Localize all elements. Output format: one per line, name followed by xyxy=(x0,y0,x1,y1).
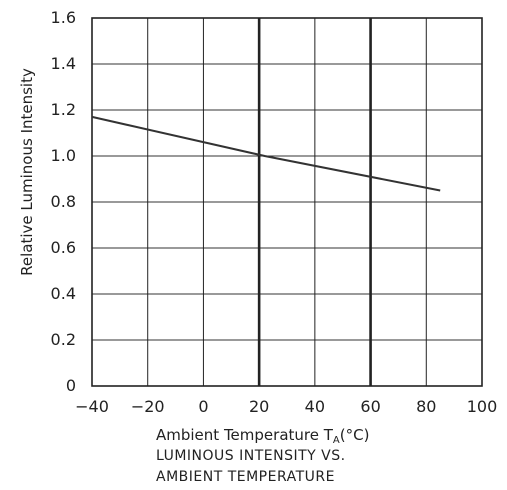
y-tick-label: 0.4 xyxy=(51,284,76,303)
x-tick-label: −20 xyxy=(131,397,165,416)
y-tick-label: 1.0 xyxy=(51,146,76,165)
x-tick-label: 20 xyxy=(249,397,269,416)
chart-caption-line-1: LUMINOUS INTENSITY VS. xyxy=(156,448,346,464)
x-tick-label: 80 xyxy=(416,397,436,416)
x-tick-label: 0 xyxy=(198,397,208,416)
x-axis-label-subscript: A xyxy=(333,435,340,446)
y-tick-labels: 0 0.2 0.4 0.6 0.8 1.0 1.2 1.4 1.6 xyxy=(51,8,76,395)
grid-layer xyxy=(92,18,482,386)
x-tick-label: 100 xyxy=(467,397,498,416)
plot-frame xyxy=(91,17,483,387)
y-tick-label: 0 xyxy=(66,376,76,395)
y-tick-label: 0.6 xyxy=(51,238,76,257)
x-axis-label-unit: (°C) xyxy=(340,426,370,444)
x-tick-label: 60 xyxy=(360,397,380,416)
chart-caption-line-2: AMBIENT TEMPERATURE xyxy=(156,469,335,485)
y-tick-label: 0.8 xyxy=(51,192,76,211)
series-line xyxy=(91,115,441,192)
y-tick-label: 1.4 xyxy=(51,54,76,73)
x-tick-labels: −40 −20 0 20 40 60 80 100 xyxy=(75,397,497,416)
y-tick-label: 0.2 xyxy=(51,330,76,349)
x-tick-label: 40 xyxy=(305,397,325,416)
x-axis-label-main: Ambient Temperature T xyxy=(156,426,334,444)
y-tick-label: 1.2 xyxy=(51,100,76,119)
y-tick-label: 1.6 xyxy=(51,8,76,27)
x-axis-label: Ambient Temperature TA(°C) xyxy=(156,426,369,446)
series-layer xyxy=(91,115,441,192)
y-axis-label: Relative Luminous Intensity xyxy=(18,68,36,276)
x-tick-label: −40 xyxy=(75,397,109,416)
